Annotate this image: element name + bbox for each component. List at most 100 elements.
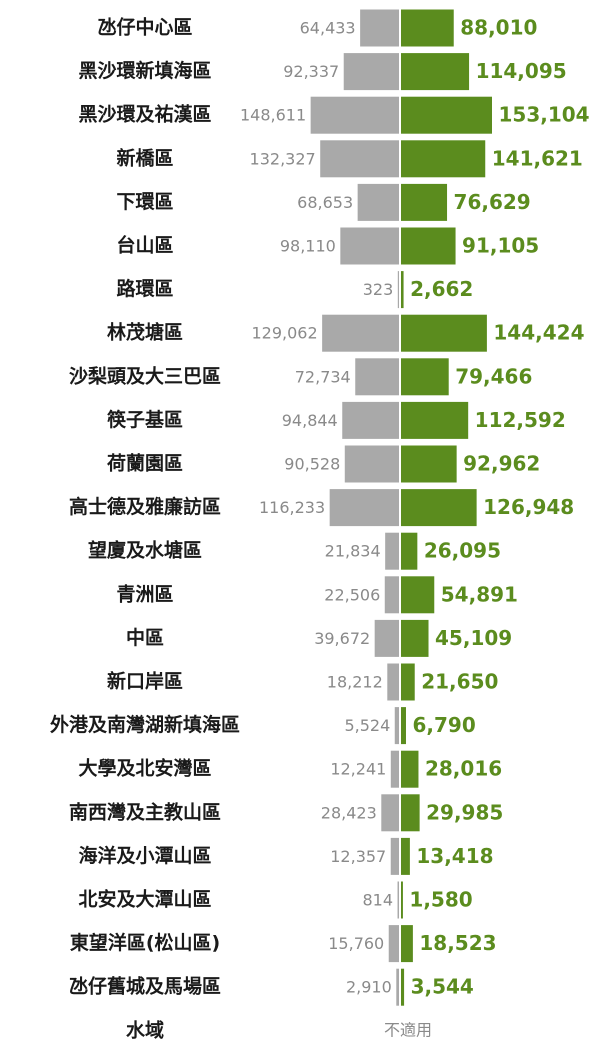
value-label: 54,891 [441,582,518,606]
bar [355,358,399,396]
bar [401,314,487,352]
bar [401,140,486,178]
value-label: 29,985 [426,800,503,824]
bar [401,227,456,265]
value-label: 92,962 [463,452,540,476]
category-label: 海洋及小潭山區 [78,844,211,867]
value-label: 21,834 [325,542,381,561]
value-label: 2,662 [410,277,473,301]
category-label: 南西灣及主教山區 [69,800,221,823]
value-label: 141,621 [492,146,583,170]
bar [401,707,406,745]
value-label: 18,212 [327,673,383,692]
bar [401,881,403,919]
value-label: 22,506 [324,585,380,604]
value-label: 64,433 [300,19,356,38]
bar [401,837,410,875]
bar [342,401,400,439]
category-label: 大學及北安灣區 [78,757,211,780]
bar [401,532,418,570]
bar [384,576,400,614]
value-label: 45,109 [435,626,512,650]
bar [387,663,400,701]
value-label: 92,337 [283,62,339,81]
bar [360,9,400,47]
value-label: 2,910 [346,978,392,997]
category-label: 下環區 [116,191,173,213]
value-label: 94,844 [282,411,338,430]
category-label: 北安及大潭山區 [78,888,211,911]
value-label: 76,629 [454,190,531,214]
value-label: 144,424 [493,321,584,345]
bar [401,794,420,832]
category-label: 中區 [126,626,164,649]
category-label: 荷蘭園區 [107,452,183,475]
category-label: 高士德及雅廉訪區 [69,495,221,518]
value-label: 90,528 [284,455,340,474]
category-label: 沙梨頭及大三巴區 [69,364,221,387]
value-label: 98,110 [280,237,336,256]
bar [329,489,400,527]
bar [340,227,399,265]
value-label: 26,095 [424,539,501,563]
value-label: 132,327 [250,149,316,168]
value-label: 126,948 [483,495,574,519]
value-label: 153,104 [499,103,589,127]
bar [401,750,419,788]
value-label: 21,650 [421,670,498,694]
bar [374,619,399,657]
bar [394,707,400,745]
category-label: 黑沙環及祐漢區 [78,103,211,126]
missing-label: 不適用 [384,1020,432,1039]
bar [401,445,457,483]
value-label: 148,611 [240,106,306,125]
value-label: 116,233 [259,498,325,517]
value-label: 28,016 [425,757,502,781]
bar [401,925,413,963]
bar [401,96,492,134]
bar [320,140,400,178]
bar [401,271,404,309]
category-label: 外港及南灣湖新填海區 [50,713,240,736]
bar [381,794,399,832]
bar [344,445,399,483]
value-label: 28,423 [321,803,377,822]
category-label: 路環區 [116,277,173,300]
bar [401,663,415,701]
bar [401,183,448,221]
category-label: 氹仔中心區 [97,16,192,39]
category-label: 望廈及水塘區 [88,539,202,562]
value-label: 129,062 [251,324,317,343]
value-label: 72,734 [295,367,351,386]
bar [343,53,399,91]
bar [388,925,400,963]
bar [401,358,449,396]
category-label: 東望洋區(松山區) [70,931,220,954]
value-label: 79,466 [455,364,532,388]
bar [401,968,405,1006]
category-label: 水域 [126,1018,164,1041]
bar [401,401,469,439]
category-label: 黑沙環新填海區 [78,59,211,82]
bar [357,183,399,221]
category-label: 氹仔舊城及馬場區 [69,975,221,998]
value-label: 39,672 [314,629,370,648]
value-label: 15,760 [328,934,384,953]
bar [401,9,454,47]
value-label: 6,790 [412,713,475,737]
value-label: 12,357 [330,847,386,866]
bar [385,532,399,570]
bar [310,96,399,134]
value-label: 3,544 [411,975,474,999]
category-label: 筷子基區 [107,408,183,431]
value-label: 91,105 [462,234,539,258]
bar [322,314,400,352]
category-label: 林茂塘區 [107,321,183,344]
bar [390,837,400,875]
value-label: 12,241 [330,760,386,779]
category-label: 新口岸區 [107,670,183,693]
bar [396,968,400,1006]
value-label: 1,580 [409,888,472,912]
bar [390,750,399,788]
